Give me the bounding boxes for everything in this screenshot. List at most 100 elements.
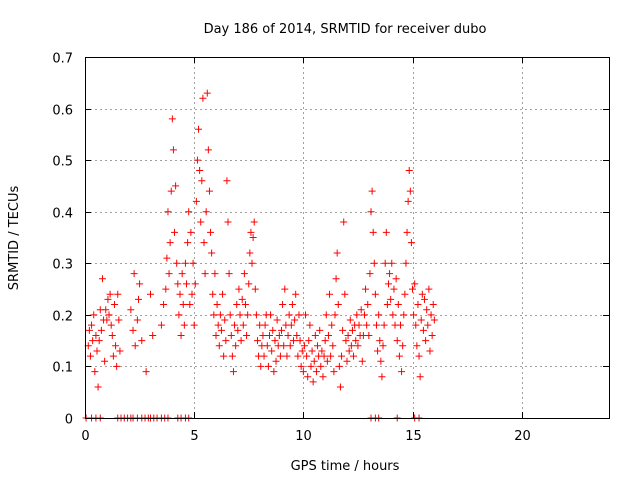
data-point	[355, 321, 363, 329]
data-point	[203, 89, 211, 97]
data-point	[305, 337, 313, 345]
data-point	[346, 316, 354, 324]
data-point	[188, 290, 196, 298]
data-point	[338, 352, 346, 360]
data-point	[166, 239, 174, 247]
data-point	[422, 337, 430, 345]
data-point	[107, 321, 115, 329]
data-point	[202, 208, 210, 216]
data-point	[181, 259, 189, 267]
data-point	[428, 331, 436, 339]
y-tick-label: 0.7	[52, 52, 73, 67]
data-point	[413, 342, 421, 350]
data-point	[412, 321, 420, 329]
data-point	[91, 368, 99, 376]
data-point	[249, 234, 257, 241]
data-point	[374, 347, 382, 355]
data-point	[410, 311, 418, 319]
data-point	[360, 311, 368, 319]
data-points	[82, 89, 438, 422]
data-point	[200, 239, 208, 247]
data-point	[418, 290, 426, 298]
data-point	[267, 311, 275, 319]
data-point	[283, 352, 291, 360]
data-point	[176, 290, 184, 298]
data-point	[347, 342, 355, 350]
x-tick-label: 20	[514, 429, 531, 444]
data-point	[216, 311, 224, 319]
data-point	[240, 270, 248, 278]
y-tick-label: 0.6	[52, 104, 73, 119]
data-point	[421, 295, 429, 303]
data-point	[386, 270, 394, 278]
data-point	[165, 270, 173, 278]
data-point	[251, 285, 259, 293]
data-point	[316, 326, 324, 334]
data-point	[326, 290, 334, 298]
data-point	[390, 285, 398, 293]
data-point	[286, 342, 294, 350]
data-point	[263, 342, 271, 350]
data-point	[108, 331, 116, 339]
data-point	[208, 249, 216, 257]
data-point	[106, 290, 114, 298]
data-point	[205, 187, 213, 195]
data-point	[85, 326, 93, 334]
data-point	[292, 290, 300, 298]
data-point	[279, 301, 287, 309]
data-point	[270, 368, 278, 376]
data-point	[370, 259, 378, 267]
data-point	[186, 301, 194, 309]
data-point	[344, 331, 352, 339]
data-point	[334, 301, 342, 309]
data-point	[149, 331, 157, 339]
data-point	[142, 368, 150, 376]
data-point	[250, 218, 258, 226]
data-point	[220, 352, 228, 360]
data-point	[384, 280, 392, 288]
plot-frame	[85, 57, 610, 419]
y-tick-label: 0.2	[52, 310, 73, 325]
data-point	[362, 285, 370, 293]
data-point	[327, 352, 335, 360]
data-point	[319, 373, 327, 381]
data-point	[281, 285, 289, 293]
data-point	[387, 295, 395, 303]
data-point	[298, 347, 306, 355]
data-point	[195, 125, 203, 133]
data-point	[382, 228, 390, 236]
data-point	[394, 301, 402, 309]
data-point	[160, 301, 168, 309]
data-point	[331, 311, 339, 319]
data-point	[354, 342, 362, 350]
data-point	[323, 357, 331, 365]
data-point	[300, 342, 308, 350]
data-point	[383, 301, 391, 309]
data-point	[293, 331, 301, 339]
data-point	[221, 316, 229, 324]
y-tick-label: 0.5	[52, 155, 73, 170]
data-point	[110, 301, 118, 309]
data-point	[227, 331, 235, 339]
data-point	[235, 285, 243, 293]
data-point	[225, 270, 233, 278]
data-point	[237, 337, 245, 345]
data-point	[311, 331, 319, 339]
data-point	[395, 352, 403, 360]
data-point	[245, 280, 253, 288]
data-point	[426, 347, 434, 355]
chart-title: Day 186 of 2014, SRMTID for receiver dub…	[204, 22, 487, 37]
data-point	[424, 321, 432, 329]
data-point	[324, 331, 332, 339]
data-point	[183, 280, 191, 288]
data-point	[116, 347, 124, 355]
data-point	[312, 368, 320, 376]
data-point	[288, 301, 296, 309]
data-point	[215, 342, 223, 350]
data-point	[189, 259, 197, 267]
data-point	[405, 166, 413, 174]
data-point	[392, 275, 400, 283]
data-point	[133, 316, 141, 324]
data-point	[310, 357, 318, 365]
